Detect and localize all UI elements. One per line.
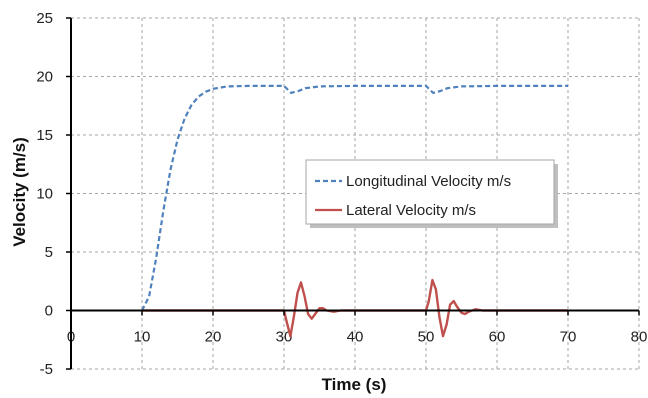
y-tick-label: 15	[36, 127, 53, 144]
x-tick-label: 60	[489, 329, 506, 346]
longitudinal-velocity-line	[141, 84, 568, 311]
axes	[66, 17, 640, 370]
y-axis-title: Velocity (m/s)	[10, 137, 29, 247]
legend: Longitudinal Velocity m/s Lateral Veloci…	[305, 159, 558, 228]
legend-label-lateral: Lateral Velocity m/s	[346, 202, 476, 219]
x-tick-label: 10	[134, 329, 151, 346]
y-tick-label: 25	[36, 10, 53, 27]
y-tick-label: 20	[36, 69, 53, 86]
y-tick-label: 5	[45, 244, 53, 261]
y-tick-label: 0	[45, 303, 53, 320]
y-tick-label: -5	[40, 361, 53, 378]
x-tick-labels: 01020304050607080	[67, 329, 648, 346]
x-tick-label: 50	[418, 329, 435, 346]
y-tick-label: 10	[36, 186, 53, 203]
x-tick-label: 70	[560, 329, 577, 346]
x-tick-label: 80	[631, 329, 648, 346]
x-tick-label: 30	[276, 329, 293, 346]
x-tick-label: 20	[205, 329, 222, 346]
y-tick-labels: -5 0 5 10 15 20 25	[36, 10, 53, 378]
x-axis-title: Time (s)	[322, 375, 387, 394]
legend-label-longitudinal: Longitudinal Velocity m/s	[346, 173, 511, 190]
x-tick-label: 40	[347, 329, 364, 346]
legend-box	[305, 159, 555, 225]
